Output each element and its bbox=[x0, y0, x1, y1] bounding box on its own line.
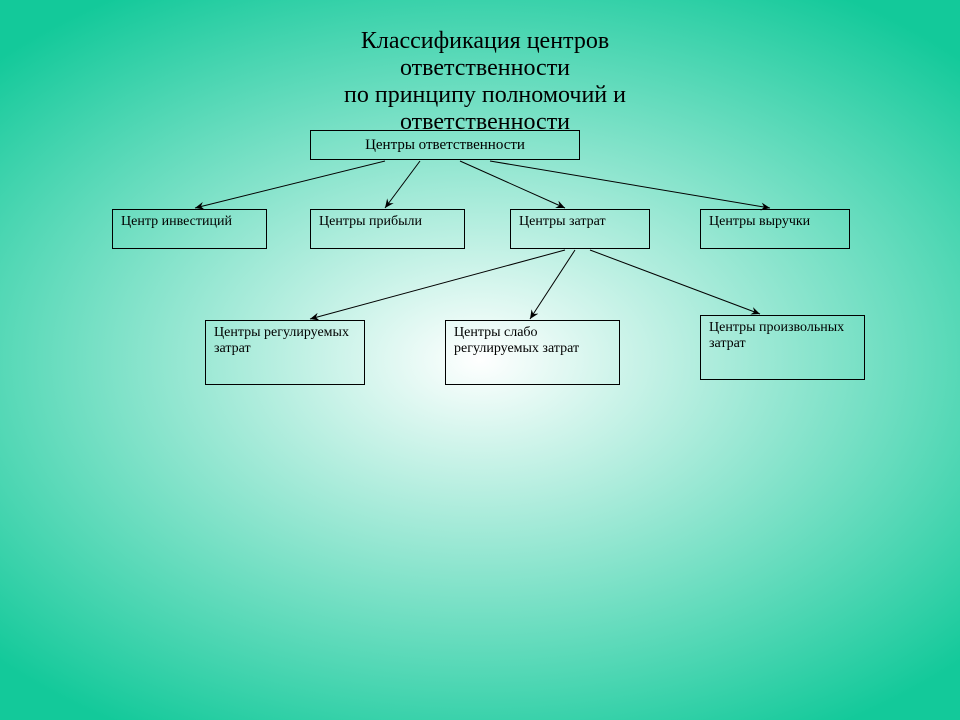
node-label: Центры выручки bbox=[709, 214, 810, 230]
node-label: Центры затрат bbox=[519, 214, 606, 230]
diagram-title: Классификация центровответственностипо п… bbox=[310, 28, 660, 136]
title-line: ответственности bbox=[310, 55, 660, 82]
node-label: Центры прибыли bbox=[319, 214, 422, 230]
node-label: Центры слабо регулируемых затрат bbox=[454, 325, 611, 357]
node-reg: Центры регулируемых затрат bbox=[205, 320, 365, 385]
node-label: Центры регулируемых затрат bbox=[214, 325, 356, 357]
title-line: ответственности bbox=[310, 109, 660, 136]
node-revenue: Центры выручки bbox=[700, 209, 850, 249]
node-cost: Центры затрат bbox=[510, 209, 650, 249]
title-line: по принципу полномочий и bbox=[310, 82, 660, 109]
node-profit: Центры прибыли bbox=[310, 209, 465, 249]
title-line: Классификация центров bbox=[310, 28, 660, 55]
node-weak: Центры слабо регулируемых затрат bbox=[445, 320, 620, 385]
node-arb: Центры произвольных затрат bbox=[700, 315, 865, 380]
node-invest: Центр инвестиций bbox=[112, 209, 267, 249]
node-label: Центр инвестиций bbox=[121, 214, 232, 230]
node-label: Центры ответственности bbox=[365, 137, 525, 154]
node-label: Центры произвольных затрат bbox=[709, 320, 856, 352]
